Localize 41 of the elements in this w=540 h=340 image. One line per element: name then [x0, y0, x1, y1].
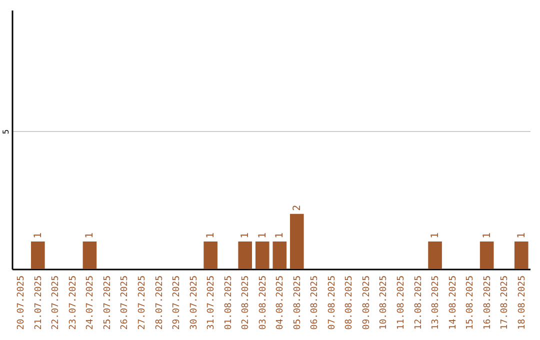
x-tick-label: 13.08.2025	[431, 276, 442, 330]
data-label: 1	[482, 232, 493, 238]
data-label: 2	[292, 204, 303, 211]
x-tick-label: 17.08.2025	[500, 276, 510, 330]
x-tick-label: 08.08.2025	[344, 276, 355, 330]
x-tick-label: 25.07.2025	[102, 276, 113, 330]
data-label: 1	[32, 232, 44, 238]
data-label: 1	[206, 232, 217, 238]
x-tick-label: 29.07.2025	[172, 276, 182, 330]
data-label: 1	[84, 232, 96, 238]
data-label: 1	[274, 232, 286, 238]
x-tick-label: 07.08.2025	[327, 276, 338, 330]
x-tick-label: 12.08.2025	[414, 276, 424, 330]
x-tick-label: 27.07.2025	[138, 276, 148, 330]
x-tick-label: 02.08.2025	[241, 276, 252, 330]
data-label: 1	[430, 232, 442, 238]
x-tick-label: 20.07.2025	[16, 276, 27, 330]
x-tick-label: 01.08.2025	[224, 276, 234, 330]
x-tick-label: 28.07.2025	[154, 276, 165, 330]
x-tick-label: 16.08.2025	[482, 276, 493, 330]
x-tick-label: 09.08.2025	[362, 276, 372, 330]
y-tick-label: 5	[2, 129, 10, 134]
x-tick-label: 26.07.2025	[120, 276, 130, 330]
x-tick-label: 11.08.2025	[396, 276, 406, 330]
x-tick-label: 10.08.2025	[379, 276, 390, 330]
data-label: 1	[516, 232, 528, 238]
x-tick-label: 23.07.2025	[68, 276, 78, 330]
x-tick-label: 30.07.2025	[189, 276, 200, 330]
x-tick-label: 04.08.2025	[276, 276, 286, 330]
x-tick-label: 21.07.2025	[34, 276, 44, 330]
data-label: 1	[240, 232, 252, 238]
x-tick-label: 31.07.2025	[206, 276, 217, 330]
x-tick-label: 24.07.2025	[86, 276, 96, 330]
x-tick-label: 03.08.2025	[258, 276, 268, 330]
x-tick-label: 15.08.2025	[466, 276, 476, 330]
x-tick-label: 05.08.2025	[292, 276, 303, 330]
x-tick-label: 18.08.2025	[517, 276, 528, 330]
x-tick-label: 06.08.2025	[310, 276, 320, 330]
x-tick-label: 22.07.2025	[51, 276, 62, 330]
data-label: 1	[257, 232, 268, 238]
x-tick-label: 14.08.2025	[448, 276, 458, 330]
